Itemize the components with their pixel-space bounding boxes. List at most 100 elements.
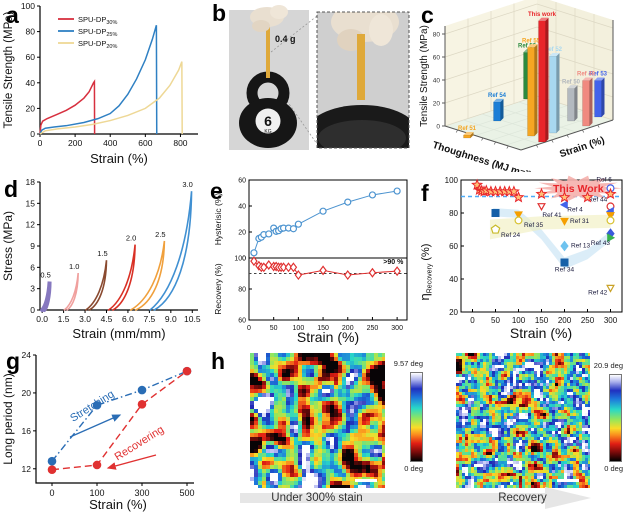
svg-text:Long period (nm): Long period (nm) xyxy=(1,373,15,464)
svg-text:KG: KG xyxy=(264,129,271,135)
svg-text:2.5: 2.5 xyxy=(155,230,165,239)
colorbar-left xyxy=(410,372,423,462)
svg-text:60: 60 xyxy=(238,318,246,325)
svg-text:SPU-DP30%: SPU-DP30% xyxy=(78,15,117,26)
svg-text:0: 0 xyxy=(30,305,35,315)
svg-text:Ref 42: Ref 42 xyxy=(588,290,608,297)
svg-text:Ref 6: Ref 6 xyxy=(596,177,612,184)
svg-text:20: 20 xyxy=(449,308,458,317)
panel-f-letter: f xyxy=(421,180,429,206)
svg-text:0: 0 xyxy=(470,316,475,325)
svg-text:Tensile Strength (MPa): Tensile Strength (MPa) xyxy=(419,25,430,127)
svg-text:Ref 55: Ref 55 xyxy=(522,38,541,44)
svg-text:24: 24 xyxy=(22,350,32,360)
svg-text:6: 6 xyxy=(264,113,272,129)
svg-text:0.0: 0.0 xyxy=(36,314,48,324)
scalebar-left xyxy=(355,479,377,482)
svg-text:Recovering: Recovering xyxy=(113,424,167,464)
svg-text:150: 150 xyxy=(535,316,549,325)
svg-text:60: 60 xyxy=(433,54,441,61)
panel-d-letter: d xyxy=(4,176,19,202)
svg-text:0: 0 xyxy=(242,256,246,263)
svg-text:300: 300 xyxy=(391,325,403,332)
svg-text:800: 800 xyxy=(173,138,187,148)
svg-text:150: 150 xyxy=(317,325,329,332)
svg-text:50: 50 xyxy=(491,316,500,325)
colorbar-left-max-label: 9.57 deg xyxy=(393,359,423,368)
svg-text:20: 20 xyxy=(26,103,36,113)
svg-text:Ref 13: Ref 13 xyxy=(571,243,591,250)
svg-text:Ref 49: Ref 49 xyxy=(577,72,596,78)
panel-c-letter: c xyxy=(421,2,434,28)
svg-text:10.5: 10.5 xyxy=(184,314,201,324)
svg-text:0.5: 0.5 xyxy=(40,271,50,280)
svg-text:ηRecovery (%): ηRecovery (%) xyxy=(417,244,434,301)
caption-recovery: Recovery xyxy=(498,492,547,504)
svg-text:6: 6 xyxy=(30,262,35,272)
svg-text:20: 20 xyxy=(238,230,246,237)
svg-text:3.0: 3.0 xyxy=(79,314,91,324)
colorbar-left-min-label: 0 deg xyxy=(404,464,423,473)
panel-c: 0 20 40 60 80 Ref 56 Ref 53 Ref 54 Ref 50 Ref 49 R… xyxy=(415,0,630,172)
svg-text:Ref 44: Ref 44 xyxy=(588,196,608,203)
panel-e: 0 20 40 60 60 80 100 0 50 100 150 200 250 300 >90 % Hys… xyxy=(205,172,415,345)
svg-text:Ref 43: Ref 43 xyxy=(591,240,611,247)
svg-text:300: 300 xyxy=(134,488,149,498)
svg-text:Ref 53: Ref 53 xyxy=(589,72,608,78)
svg-text:100: 100 xyxy=(445,176,459,185)
colorbar-right xyxy=(609,374,622,462)
svg-text:Ref 51: Ref 51 xyxy=(458,126,477,132)
svg-text:4.5: 4.5 xyxy=(101,314,113,324)
panel-a-letter: a xyxy=(6,2,19,28)
svg-text:100: 100 xyxy=(21,1,35,11)
svg-text:1.0: 1.0 xyxy=(69,262,79,271)
svg-text:300: 300 xyxy=(604,316,618,325)
svg-text:80: 80 xyxy=(238,287,246,294)
svg-text:0: 0 xyxy=(30,129,35,139)
svg-text:40: 40 xyxy=(449,275,458,284)
afm-image-strained xyxy=(250,353,385,488)
svg-text:80: 80 xyxy=(26,27,36,37)
svg-text:12: 12 xyxy=(26,220,36,230)
panel-a-chart: 0 200 400 600 800020406080100SPU-DP30%SPU-DP… xyxy=(3,1,198,166)
svg-text:80: 80 xyxy=(433,31,441,38)
svg-text:0: 0 xyxy=(38,138,43,148)
svg-text:Ref 34: Ref 34 xyxy=(555,267,575,274)
svg-text:20: 20 xyxy=(22,388,32,398)
panel-b-letter: b xyxy=(212,0,227,26)
panel-h: 9.57 deg 0 deg 20.9 deg 0 deg Under 300%… xyxy=(205,345,630,517)
svg-text:This Work: This Work xyxy=(553,183,604,195)
panel-d: 0.0 1.5 3.0 4.5 6.0 7.5 9.0 10.5 0 3 6 9 12 15 18 0.5 1.… xyxy=(0,172,205,345)
svg-text:0: 0 xyxy=(247,325,251,332)
svg-text:100: 100 xyxy=(293,325,305,332)
svg-text:Stress (MPa): Stress (MPa) xyxy=(1,211,15,281)
svg-text:Ref 52: Ref 52 xyxy=(544,47,563,53)
svg-text:100: 100 xyxy=(234,256,246,263)
svg-text:Ref 41: Ref 41 xyxy=(542,212,562,219)
svg-text:0: 0 xyxy=(436,123,440,130)
svg-text:0.4 g: 0.4 g xyxy=(275,34,296,44)
svg-text:1.5: 1.5 xyxy=(58,314,70,324)
panel-a: 0 200 400 600 800 0 20 40 60 80 100 SPU-DP30% SPU-DP… xyxy=(0,0,205,172)
svg-text:9.0: 9.0 xyxy=(165,314,177,324)
svg-text:40: 40 xyxy=(26,78,36,88)
svg-text:SPU-DP20%: SPU-DP20% xyxy=(78,39,117,50)
svg-text:9: 9 xyxy=(30,241,35,251)
svg-text:80: 80 xyxy=(449,209,458,218)
svg-text:Ref 24: Ref 24 xyxy=(501,232,521,239)
svg-text:Recovery (%): Recovery (%) xyxy=(213,263,223,315)
panel-e-letter: e xyxy=(210,178,223,204)
panel-h-letter: h xyxy=(211,348,226,374)
svg-text:Strain (%): Strain (%) xyxy=(558,135,606,160)
scalebar-right xyxy=(557,479,579,482)
svg-text:60: 60 xyxy=(449,242,458,251)
afm-image-recovered xyxy=(456,353,590,488)
svg-text:15: 15 xyxy=(26,198,36,208)
svg-text:2.0: 2.0 xyxy=(126,234,136,243)
svg-text:This work: This work xyxy=(528,12,557,18)
panel-g-letter: g xyxy=(6,348,21,374)
svg-text:Strain (%): Strain (%) xyxy=(297,329,359,345)
